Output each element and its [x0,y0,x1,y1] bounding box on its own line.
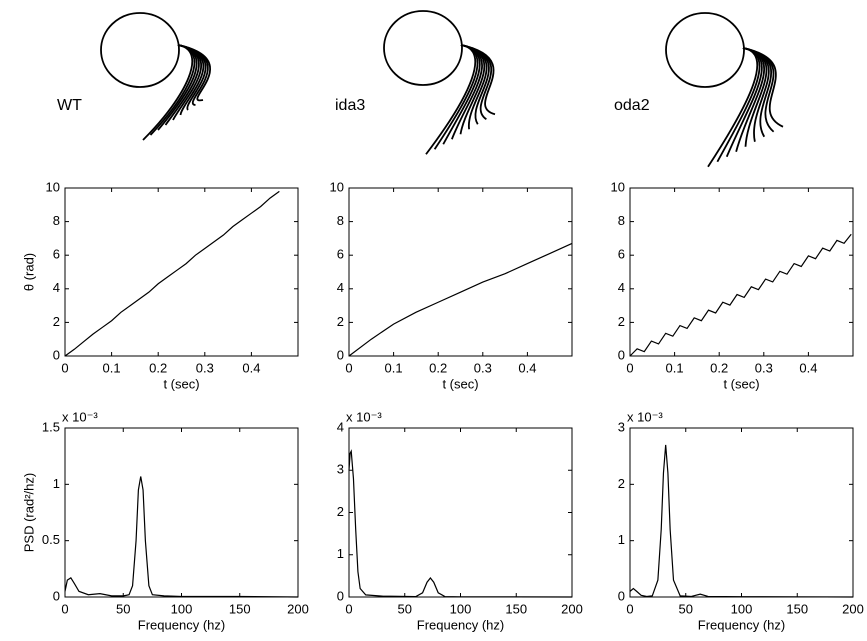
y-tick-label: 1 [53,476,60,491]
y-tick-label: 8 [618,213,625,228]
y-tick-label: 2 [53,314,60,329]
plot-frame [64,427,299,598]
y-tick-label: 3 [618,419,625,434]
data-line [629,444,854,598]
waveform-label: ida3 [335,97,365,114]
y-tick-label: 0 [53,347,60,362]
y-tick-label: 8 [53,213,60,228]
x-tick-label: 0.3 [474,360,492,375]
data-line [64,190,280,357]
cell-body [383,10,463,86]
x-axis-label: t (sec) [163,376,199,391]
x-tick-label: 50 [116,601,130,616]
y-tick-label: 0 [618,347,625,362]
x-tick-label: 0 [61,360,68,375]
y-tick-label: 1 [618,532,625,547]
y-tick-label: 8 [337,213,344,228]
x-tick-label: 0.2 [149,360,167,375]
x-axis-label: Frequency (hz) [698,617,785,632]
x-tick-label: 0.1 [103,360,121,375]
y-tick-label: 4 [618,280,625,295]
x-tick-label: 0.1 [666,360,684,375]
y-axis-label: PSD (rad²/hz) [21,473,36,552]
axis-multiplier: x 10⁻³ [627,409,663,424]
y-tick-label: 4 [337,280,344,295]
axis-multiplier: x 10⁻³ [62,409,98,424]
flagellum [177,44,212,102]
y-tick-label: 4 [53,280,60,295]
y-tick-label: 0.5 [42,532,60,547]
x-axis-label: t (sec) [442,376,478,391]
x-tick-label: 150 [229,601,251,616]
x-tick-label: 0.3 [755,360,773,375]
y-tick-label: 6 [53,247,60,262]
y-tick-label: 0 [53,588,60,603]
x-tick-label: 0.4 [799,360,817,375]
flagellum [460,44,496,116]
plot-frame [629,187,854,357]
x-tick-label: 0.1 [385,360,403,375]
y-tick-label: 3 [337,462,344,477]
y-tick-label: 0 [618,588,625,603]
x-tick-label: 0 [626,601,633,616]
x-tick-label: 100 [450,601,472,616]
waveform-label: WT [57,97,82,114]
x-tick-label: 50 [679,601,693,616]
x-axis-label: Frequency (hz) [138,617,225,632]
waveforms [100,10,784,168]
x-tick-label: 200 [561,601,583,616]
x-tick-label: 0.2 [429,360,447,375]
x-tick-label: 0 [61,601,68,616]
y-tick-label: 6 [337,247,344,262]
y-tick-label: 6 [618,247,625,262]
x-tick-label: 0.4 [518,360,536,375]
y-tick-label: 1.5 [42,419,60,434]
x-tick-label: 50 [398,601,412,616]
data-line [629,233,852,357]
x-tick-label: 150 [786,601,808,616]
x-tick-label: 0.2 [710,360,728,375]
axis-multiplier: x 10⁻³ [346,409,382,424]
x-tick-label: 0.3 [196,360,214,375]
y-tick-label: 10 [330,179,344,194]
flagellum [742,47,784,128]
plot-frame [629,427,854,598]
x-tick-label: 100 [731,601,753,616]
y-tick-label: 2 [337,504,344,519]
x-axis-label: Frequency (hz) [417,617,504,632]
x-tick-label: 200 [842,601,864,616]
x-tick-label: 200 [287,601,309,616]
data-line [348,242,573,357]
y-tick-label: 4 [337,419,344,434]
plot-frame [348,427,573,598]
x-tick-label: 0 [345,601,352,616]
data-line [64,476,299,598]
y-tick-label: 0 [337,588,344,603]
y-tick-label: 1 [337,546,344,561]
waveform-label: oda2 [614,97,650,114]
cell-body [100,12,180,88]
x-tick-label: 100 [171,601,193,616]
x-tick-label: 150 [505,601,527,616]
y-tick-label: 2 [618,314,625,329]
y-tick-label: 0 [337,347,344,362]
y-tick-label: 2 [618,476,625,491]
plot-frame [348,187,573,357]
x-axis-label: t (sec) [723,376,759,391]
y-tick-label: 10 [611,179,625,194]
x-tick-label: 0 [626,360,633,375]
cell-body [665,12,745,88]
x-tick-label: 0 [345,360,352,375]
plot-frame [64,187,299,357]
y-axis-label: θ (rad) [21,253,36,291]
y-tick-label: 10 [46,179,60,194]
y-tick-label: 2 [337,314,344,329]
x-tick-label: 0.4 [242,360,260,375]
data-line [348,449,573,598]
